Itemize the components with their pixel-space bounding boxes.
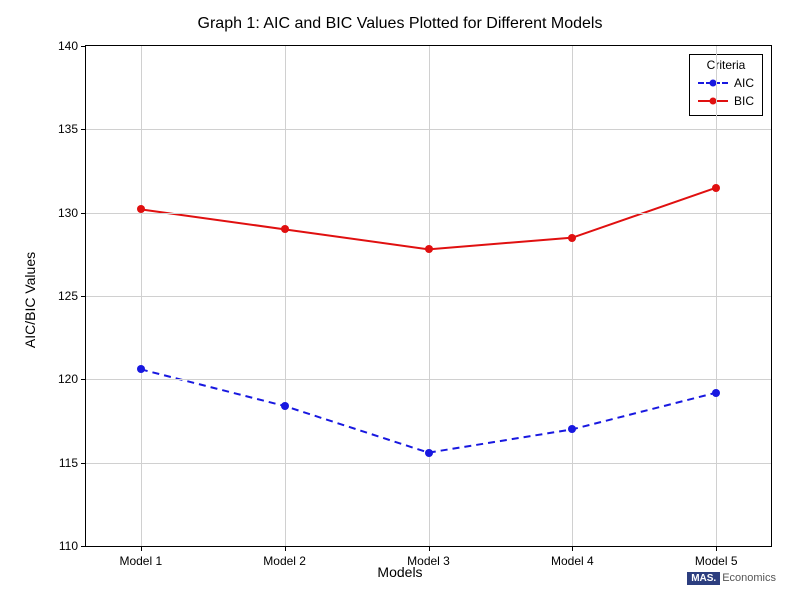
- legend-swatch: [698, 95, 728, 107]
- watermark-badge: MAS.: [687, 572, 720, 585]
- plot-area: Criteria AICBIC 110115120125130135140Mod…: [85, 45, 772, 547]
- legend-swatch: [698, 77, 728, 89]
- xtick-mark: [716, 546, 717, 551]
- legend-title: Criteria: [698, 58, 754, 72]
- marker-aic: [712, 389, 720, 397]
- marker-bic: [568, 234, 576, 242]
- legend-label: BIC: [734, 94, 754, 108]
- xtick-mark: [429, 546, 430, 551]
- watermark-text: Economics: [722, 572, 776, 584]
- chart-container: Graph 1: AIC and BIC Values Plotted for …: [10, 10, 790, 590]
- x-axis-label: Models: [10, 564, 790, 580]
- marker-bic: [137, 205, 145, 213]
- gridline-v: [716, 46, 717, 546]
- marker-aic: [568, 425, 576, 433]
- xtick-mark: [572, 546, 573, 551]
- ytick-label: 115: [59, 456, 78, 470]
- gridline-v: [141, 46, 142, 546]
- xtick-mark: [285, 546, 286, 551]
- ytick-label: 125: [58, 289, 78, 303]
- ytick-mark: [81, 546, 86, 547]
- gridline-v: [285, 46, 286, 546]
- marker-aic: [425, 449, 433, 457]
- ytick-mark: [81, 213, 86, 214]
- marker-bic: [425, 245, 433, 253]
- legend-item-aic: AIC: [698, 74, 754, 92]
- chart-title: Graph 1: AIC and BIC Values Plotted for …: [10, 15, 790, 33]
- marker-aic: [137, 365, 145, 373]
- ytick-label: 130: [58, 206, 78, 220]
- ytick-mark: [81, 463, 86, 464]
- marker-aic: [281, 402, 289, 410]
- watermark: MAS.Economics: [687, 572, 776, 584]
- ytick-label: 110: [59, 539, 78, 553]
- ytick-mark: [81, 129, 86, 130]
- ytick-label: 140: [58, 39, 78, 53]
- y-axis-label: AIC/BIC Values: [22, 252, 38, 348]
- ytick-label: 135: [58, 122, 78, 136]
- ytick-mark: [81, 296, 86, 297]
- gridline-v: [572, 46, 573, 546]
- legend-item-bic: BIC: [698, 92, 754, 110]
- ytick-mark: [81, 46, 86, 47]
- legend-label: AIC: [734, 76, 754, 90]
- ytick-mark: [81, 379, 86, 380]
- marker-bic: [712, 184, 720, 192]
- legend: Criteria AIC BIC: [689, 54, 763, 116]
- xtick-mark: [141, 546, 142, 551]
- marker-bic: [281, 225, 289, 233]
- gridline-v: [429, 46, 430, 546]
- ytick-label: 120: [58, 372, 78, 386]
